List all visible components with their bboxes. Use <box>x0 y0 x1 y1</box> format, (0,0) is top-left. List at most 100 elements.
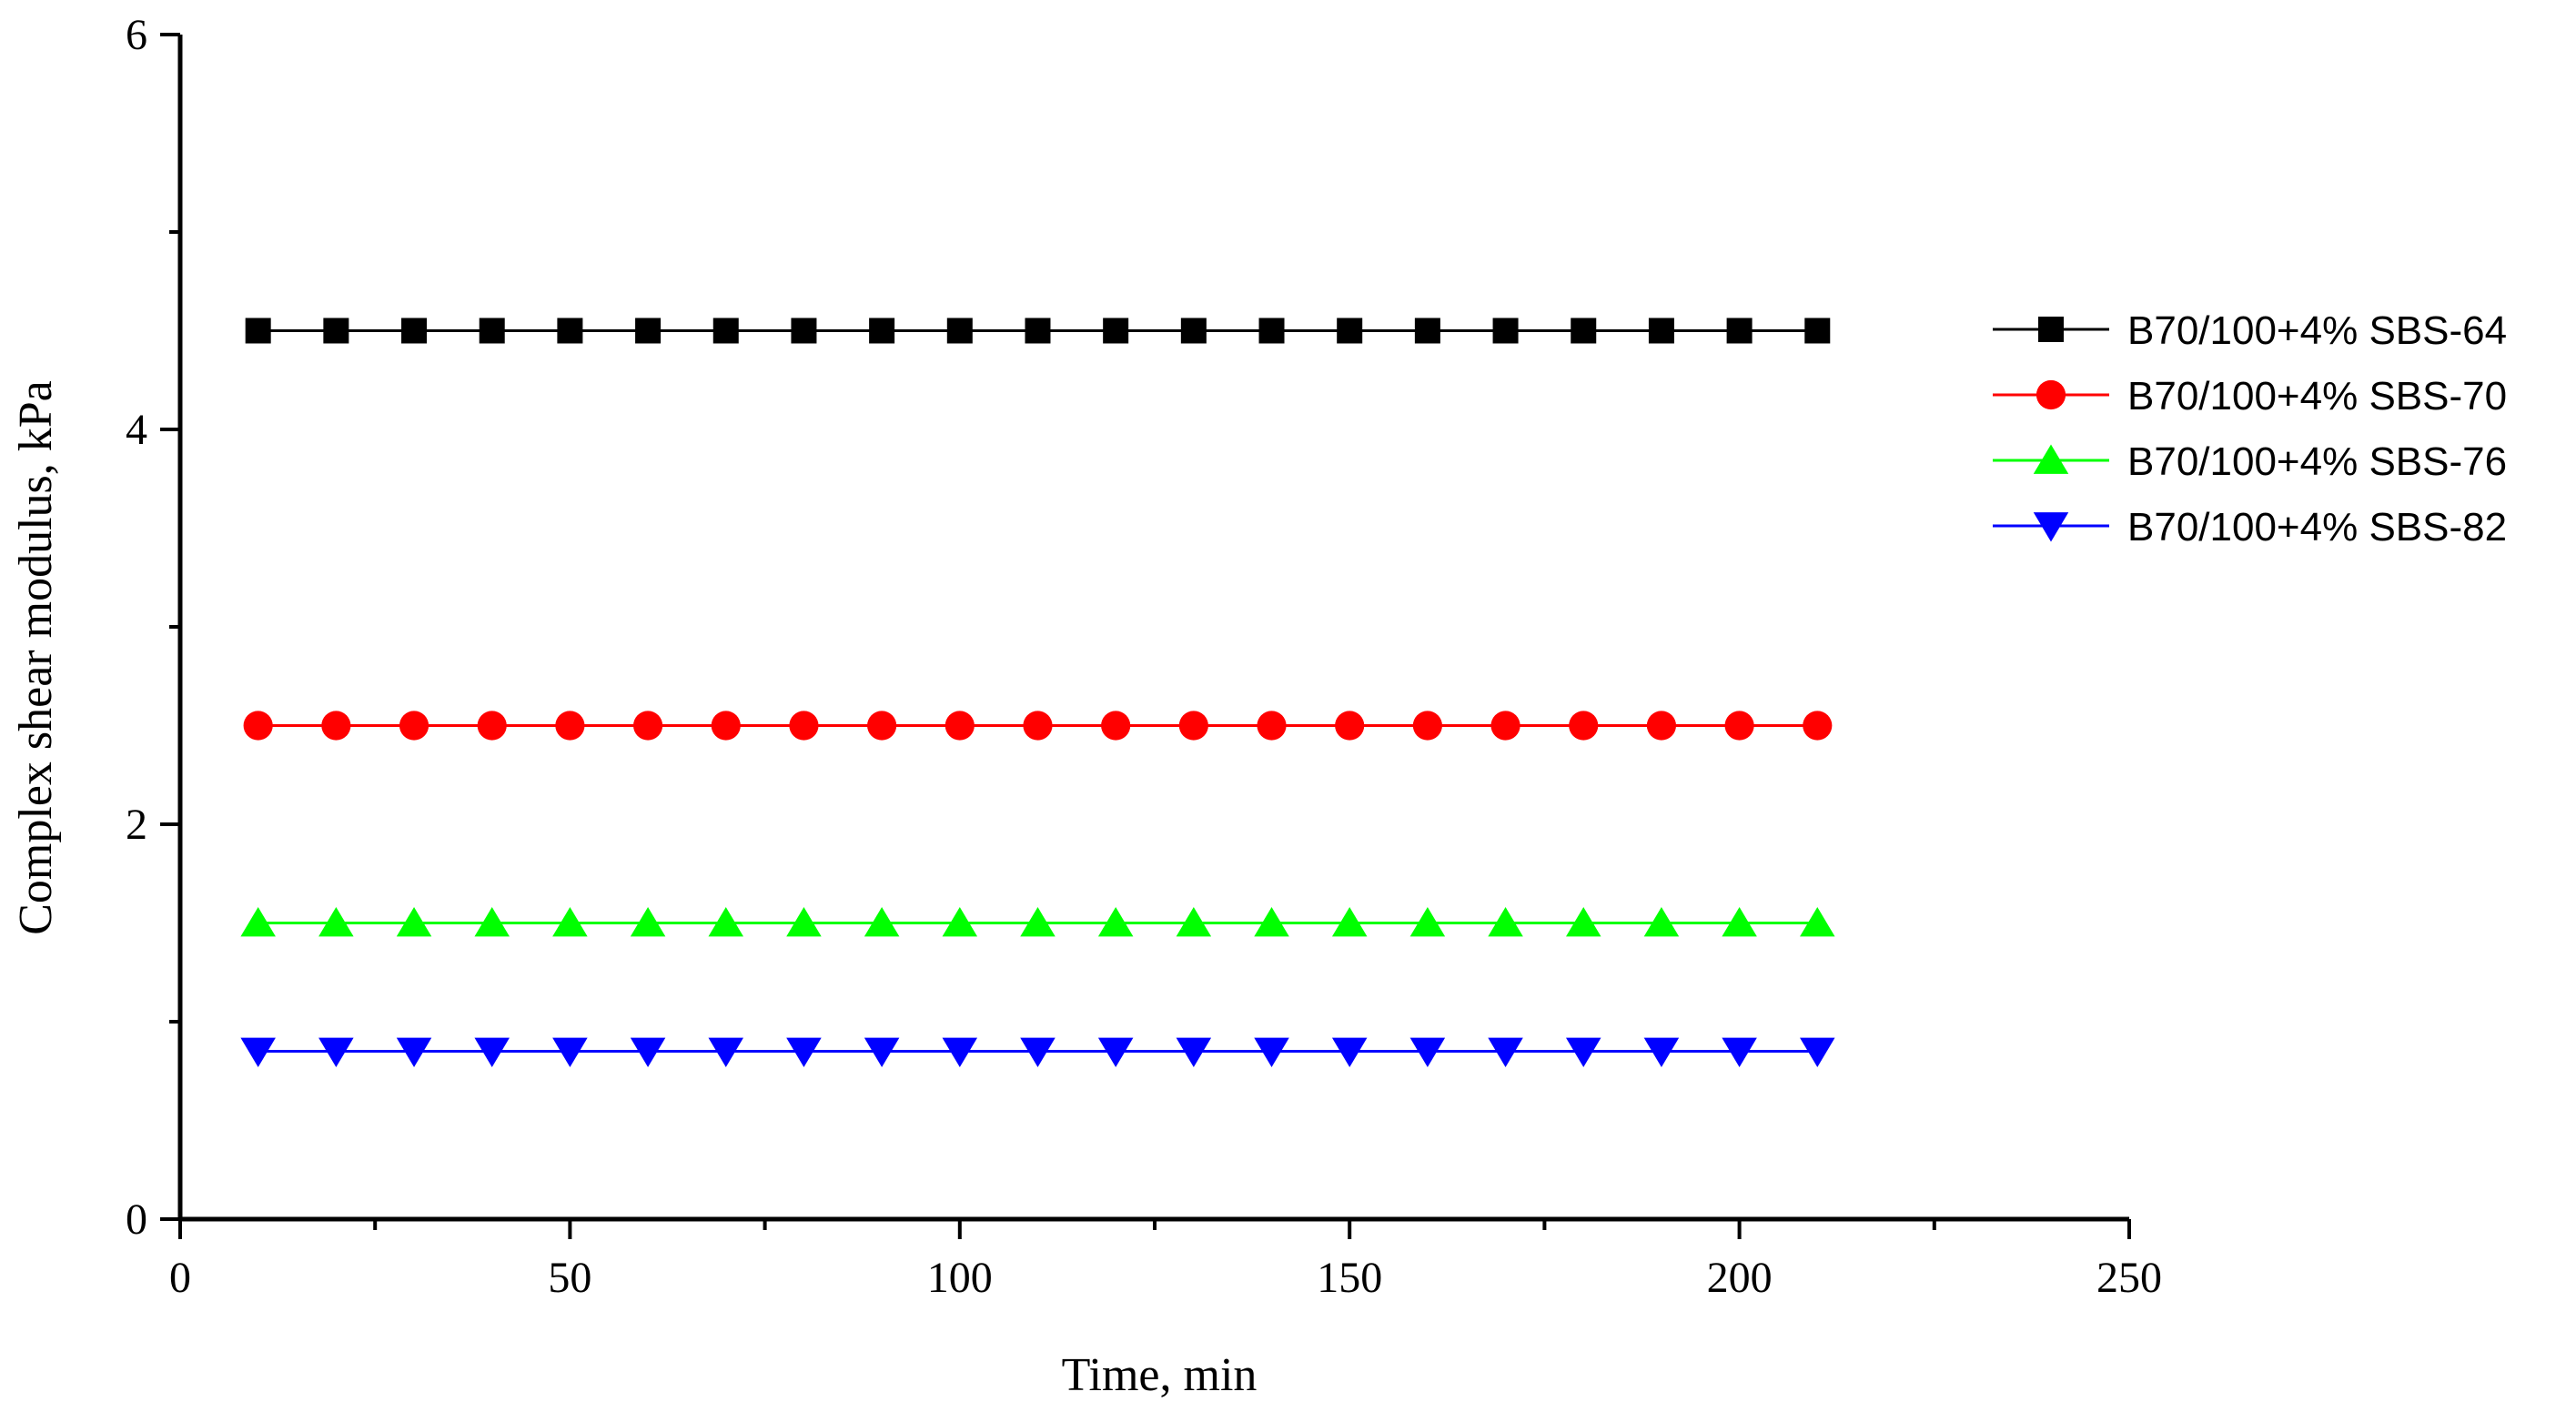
data-point <box>243 711 273 741</box>
data-point <box>632 711 663 741</box>
data-point <box>477 711 507 741</box>
series-1 <box>245 318 1831 344</box>
data-point <box>946 318 973 344</box>
series-4 <box>240 1037 1835 1068</box>
legend-entry: B70/100+4% SBS-76 <box>1993 439 2507 484</box>
data-point <box>1722 1037 1757 1068</box>
data-point <box>1257 711 1287 741</box>
legend-label: B70/100+4% SBS-82 <box>2127 505 2507 550</box>
data-point <box>552 907 588 937</box>
legend-entry: B70/100+4% SBS-64 <box>1993 308 2507 353</box>
legend-marker <box>2033 512 2069 542</box>
data-point <box>711 711 741 741</box>
data-point <box>1103 318 1129 344</box>
data-point <box>318 1037 354 1068</box>
data-point <box>401 318 428 344</box>
data-point <box>1414 318 1440 344</box>
data-point <box>1180 318 1207 344</box>
data-point <box>1178 711 1208 741</box>
data-point <box>1490 711 1520 741</box>
x-tick-label: 250 <box>2096 1254 2162 1302</box>
series-2 <box>243 711 1833 741</box>
data-point <box>245 318 271 344</box>
legend-entry: B70/100+4% SBS-70 <box>1993 374 2507 419</box>
data-point <box>1020 1037 1056 1068</box>
x-tick-label: 0 <box>169 1254 191 1302</box>
data-point <box>1565 907 1601 937</box>
data-point <box>1643 1037 1680 1068</box>
legend-marker <box>2038 317 2064 342</box>
data-point <box>1254 1037 1289 1068</box>
data-point <box>396 907 432 937</box>
x-tick-label: 150 <box>1317 1254 1382 1302</box>
data-point <box>708 907 744 937</box>
data-point <box>869 318 895 344</box>
data-point <box>557 318 583 344</box>
data-point <box>789 711 819 741</box>
data-point <box>1804 318 1831 344</box>
data-point <box>1254 907 1289 937</box>
data-point <box>1488 907 1523 937</box>
legend-label: B70/100+4% SBS-76 <box>2127 439 2507 484</box>
series-layer <box>240 318 1835 1068</box>
y-tick-label: 6 <box>126 11 147 59</box>
data-point <box>864 907 900 937</box>
data-point <box>864 1037 900 1068</box>
data-point <box>1097 907 1134 937</box>
x-tick-label: 200 <box>1707 1254 1773 1302</box>
data-point <box>630 907 666 937</box>
x-tick-label: 50 <box>548 1254 591 1302</box>
data-point <box>1025 318 1051 344</box>
data-point <box>479 318 505 344</box>
data-point <box>323 318 349 344</box>
data-point <box>1258 318 1285 344</box>
data-point <box>1643 907 1680 937</box>
data-point <box>791 318 817 344</box>
data-point <box>786 1037 822 1068</box>
data-point <box>552 1037 588 1068</box>
legend-entry: B70/100+4% SBS-82 <box>1993 505 2507 550</box>
data-point <box>1571 318 1597 344</box>
data-point <box>1803 711 1833 741</box>
data-point <box>1176 1037 1212 1068</box>
legend-marker <box>2033 444 2069 474</box>
data-point <box>1800 1037 1835 1068</box>
data-point <box>942 1037 978 1068</box>
y-tick-label: 2 <box>126 801 147 849</box>
data-point <box>1646 711 1677 741</box>
data-point <box>708 1037 744 1068</box>
legend-label: B70/100+4% SBS-70 <box>2127 374 2507 419</box>
data-point <box>1412 711 1442 741</box>
data-point <box>786 907 822 937</box>
data-point <box>1097 1037 1134 1068</box>
data-point <box>474 907 510 937</box>
data-point <box>1409 1037 1446 1068</box>
data-point <box>240 1037 276 1068</box>
data-point <box>1800 907 1835 937</box>
data-point <box>318 907 354 937</box>
axes: 0 50 100 150 200 250 0 2 4 6 <box>126 11 2162 1302</box>
data-point <box>630 1037 666 1068</box>
data-point <box>635 318 662 344</box>
data-point <box>712 318 739 344</box>
legend-marker <box>2036 379 2066 410</box>
data-point <box>1722 907 1757 937</box>
legend: B70/100+4% SBS-64 B70/100+4% SBS-70 B70/10… <box>1993 308 2507 550</box>
data-point <box>555 711 585 741</box>
data-point <box>1648 318 1674 344</box>
data-point <box>1409 907 1446 937</box>
x-axis-title: Time, min <box>1062 1349 1258 1401</box>
data-point <box>321 711 351 741</box>
data-point <box>1726 318 1753 344</box>
data-point <box>1023 711 1053 741</box>
data-point <box>1492 318 1519 344</box>
data-point <box>1101 711 1131 741</box>
data-point <box>945 711 975 741</box>
data-point <box>1565 1037 1601 1068</box>
y-tick-label: 0 <box>126 1195 147 1244</box>
data-point <box>1569 711 1599 741</box>
data-point <box>867 711 897 741</box>
y-axis-title: Complex shear modulus, kPa <box>10 380 62 935</box>
legend-label: B70/100+4% SBS-64 <box>2127 308 2507 353</box>
